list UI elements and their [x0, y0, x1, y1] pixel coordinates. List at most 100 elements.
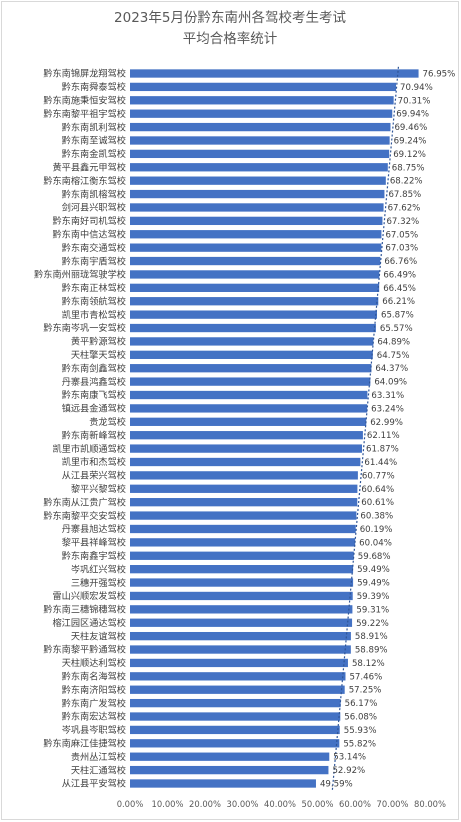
- value-label: 68.75%: [392, 163, 425, 173]
- bar: [130, 297, 379, 306]
- value-label: 69.12%: [393, 150, 426, 160]
- value-label: 66.49%: [383, 270, 416, 280]
- category-label: 黔东南黎平祖宇驾校: [43, 108, 126, 120]
- bar: [130, 310, 378, 319]
- bar: [130, 163, 388, 172]
- category-label: 黄平黔源驾校: [71, 336, 126, 348]
- category-label: 天柱擎天驾校: [71, 349, 126, 361]
- value-label: 59.39%: [357, 592, 390, 602]
- bar: [130, 498, 358, 507]
- bar: [130, 82, 397, 92]
- bar: [130, 176, 386, 185]
- category-label: 凯里市和杰驾校: [62, 456, 126, 468]
- bar: [130, 578, 354, 587]
- bar: [130, 390, 368, 400]
- bar: [130, 511, 357, 520]
- value-label: 69.24%: [394, 136, 427, 146]
- value-label: 70.94%: [400, 83, 433, 93]
- value-label: 59.49%: [357, 579, 390, 589]
- value-label: 66.45%: [383, 284, 416, 294]
- category-label: 从江县荣兴驾校: [62, 470, 126, 482]
- category-label: 黎平县祥峰驾校: [62, 537, 126, 549]
- value-label: 60.61%: [361, 498, 394, 508]
- bar: [130, 377, 371, 386]
- category-label: 黔东南金凯驾校: [62, 148, 126, 160]
- bar: [130, 364, 372, 373]
- trendline: [331, 66, 400, 791]
- value-label: 65.57%: [380, 324, 413, 334]
- value-label: 61.87%: [366, 445, 399, 455]
- category-label: 黔东南施秉恒安驾校: [43, 94, 126, 106]
- value-label: 57.46%: [349, 672, 382, 682]
- category-label: 黔东南锦屏龙翔驾校: [43, 68, 126, 80]
- category-label: 岑巩县岑职驾校: [62, 724, 126, 736]
- bar: [130, 565, 354, 574]
- bar: [130, 712, 341, 721]
- x-tick-label: 30.00%: [227, 799, 259, 809]
- bars-layer: [130, 69, 419, 788]
- bar: [130, 645, 351, 654]
- category-label: 黔东南凯榕驾校: [62, 188, 126, 200]
- category-label: 黔东南好司机驾校: [53, 215, 127, 227]
- value-label: 56.17%: [345, 699, 378, 709]
- bar: [130, 551, 354, 560]
- category-label: 黔东南交通驾校: [62, 242, 126, 254]
- value-label: 58.12%: [352, 659, 385, 669]
- category-label: 黔东南至诚驾校: [62, 135, 126, 147]
- bar: [130, 122, 391, 132]
- value-label: 68.22%: [390, 177, 423, 187]
- value-label: 67.05%: [385, 230, 418, 240]
- bar: [130, 752, 330, 761]
- bar: [130, 631, 351, 641]
- bar: [130, 337, 374, 346]
- x-tick-label: 10.00%: [152, 799, 184, 809]
- category-label: 岑巩红兴驾校: [71, 563, 126, 575]
- category-label: 黔东南黎平交安驾校: [43, 510, 126, 522]
- value-label: 65.87%: [381, 311, 414, 321]
- value-label: 64.09%: [374, 378, 407, 388]
- value-label: 52.92%: [332, 766, 365, 776]
- value-label: 64.89%: [377, 337, 410, 347]
- bar: [130, 149, 390, 159]
- bar: [130, 69, 419, 78]
- value-label: 66.76%: [384, 257, 417, 267]
- category-label: 镇远县金通驾校: [62, 403, 126, 415]
- category-label: 黔东南济阳驾校: [62, 684, 126, 696]
- category-label: 天柱友谊驾校: [71, 630, 126, 642]
- value-label: 63.31%: [371, 391, 404, 401]
- category-label: 黔东南名海驾校: [62, 671, 126, 683]
- bar: [130, 230, 382, 239]
- chart-title-line-2: 平均合格率统计: [183, 30, 278, 47]
- category-label: 丹寨县旭达驾校: [62, 523, 126, 535]
- value-label: 69.46%: [394, 123, 427, 133]
- value-label: 60.04%: [359, 538, 392, 548]
- bar: [130, 457, 361, 467]
- value-label: 59.31%: [356, 605, 389, 615]
- bar: [130, 524, 356, 534]
- category-label: 从江县平安驾校: [62, 778, 126, 790]
- category-label: 天柱汇通驾校: [71, 764, 126, 776]
- chart-title-line-1: 2023年5月份黔东南州各驾校考生考试: [114, 9, 346, 26]
- bar: [130, 136, 390, 145]
- bar: [130, 725, 340, 735]
- value-label: 62.11%: [367, 431, 400, 441]
- bar: [130, 471, 358, 480]
- x-tick-label: 0.00%: [117, 799, 144, 809]
- value-label: 55.93%: [344, 726, 377, 736]
- value-label: 55.82%: [343, 739, 376, 749]
- bar: [130, 739, 340, 748]
- value-label: 60.19%: [360, 525, 393, 535]
- value-label: 59.49%: [357, 565, 390, 575]
- bar: [130, 591, 353, 601]
- category-label: 榕江园区通达驾校: [53, 617, 127, 629]
- bar: [130, 350, 373, 359]
- value-label: 56.08%: [344, 713, 377, 723]
- category-label: 黔东南康飞驾校: [62, 389, 126, 401]
- value-label: 59.68%: [358, 552, 391, 562]
- value-label: 70.31%: [398, 96, 431, 106]
- category-label: 黔东南凯利驾校: [62, 121, 126, 133]
- value-label: 76.95%: [423, 70, 456, 80]
- bar: [130, 779, 316, 788]
- bar: [130, 189, 385, 199]
